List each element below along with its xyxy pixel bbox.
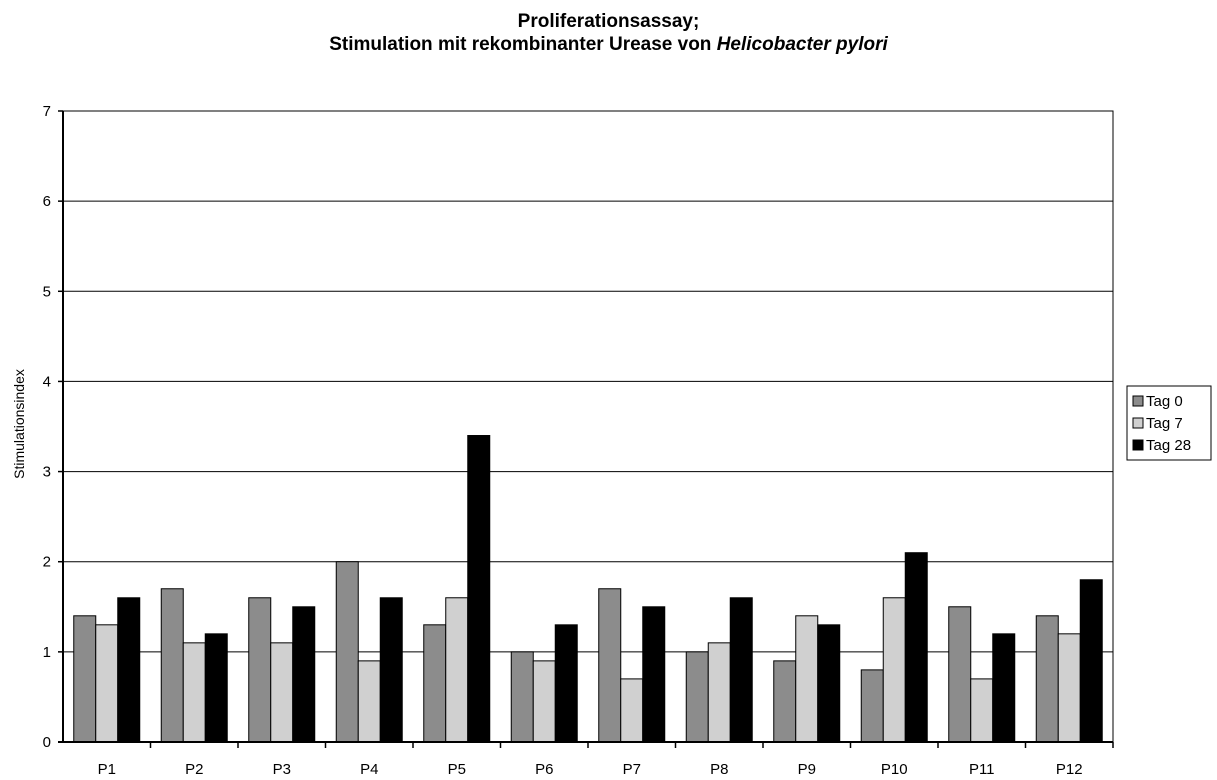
bar-p9-series-2 — [795, 615, 819, 743]
y-axis-label: Stimulationsindex — [11, 369, 27, 479]
tick-labels: 0 1 2 3 4 5 6 7 P1 P2 P3 P4 P5 P6 P7 P8 P9 P10 P11 P12 — [43, 103, 1083, 778]
bar-p12-series-1 — [1035, 615, 1059, 743]
bar-p10-series-3 — [904, 552, 928, 743]
bar-p9-series-3 — [817, 624, 841, 743]
bar-p1-series-3 — [117, 597, 141, 743]
legend-entry: Tag 28 — [1146, 437, 1191, 454]
chart-title-line2-prefix: Stimulation mit rekombinanter Urease von — [329, 34, 717, 55]
chart-title-line2-italic: Helicobacter pylori — [716, 34, 888, 55]
y-tick-label: 7 — [43, 103, 51, 120]
bar-p6-series-1 — [510, 651, 534, 743]
bar-p8-series-2 — [707, 642, 731, 743]
x-tick-label: P5 — [448, 761, 466, 778]
chart-title-line2: Stimulation mit rekombinanter Urease von… — [0, 33, 1217, 56]
bar-p7-series-3 — [642, 606, 666, 743]
bar-p12-series-3 — [1079, 579, 1103, 743]
legend-swatch — [1132, 395, 1144, 407]
x-tick-label: P11 — [969, 761, 995, 778]
x-tick-label: P7 — [623, 761, 641, 778]
bar-p7-series-2 — [620, 678, 644, 743]
y-tick-label: 0 — [43, 734, 51, 751]
y-tick-label: 4 — [43, 373, 51, 390]
bar-p3-series-2 — [270, 642, 294, 743]
legend-swatch — [1132, 439, 1144, 451]
bar-p12-series-2 — [1057, 633, 1081, 743]
x-tick-label: P4 — [360, 761, 378, 778]
bar-p4-series-2 — [357, 660, 381, 743]
x-tick-label: P3 — [273, 761, 291, 778]
bar-p11-series-2 — [970, 678, 994, 743]
bar-p2-series-2 — [182, 642, 206, 743]
legend-entry: Tag 7 — [1146, 415, 1183, 432]
legend-entry: Tag 0 — [1146, 393, 1183, 410]
bar-p5-series-2 — [445, 597, 469, 743]
axes — [58, 110, 1114, 748]
bar-p1-series-1 — [73, 615, 97, 743]
y-tick-label: 2 — [43, 554, 51, 571]
y-tick-label: 5 — [43, 283, 51, 300]
bar-p6-series-3 — [554, 624, 578, 743]
bar-p11-series-3 — [992, 633, 1016, 743]
y-tick-label: 1 — [43, 644, 51, 661]
x-tick-label: P6 — [535, 761, 553, 778]
bar-p10-series-1 — [860, 669, 884, 743]
bar-p8-series-3 — [729, 597, 753, 743]
bar-p5-series-1 — [423, 624, 447, 743]
bar-p3-series-1 — [248, 597, 272, 743]
bar-p8-series-1 — [685, 651, 709, 743]
x-tick-label: P10 — [881, 761, 908, 778]
x-tick-label: P8 — [710, 761, 728, 778]
bar-p2-series-3 — [204, 633, 228, 743]
legend-swatch — [1132, 417, 1144, 429]
bar-p3-series-3 — [292, 606, 316, 743]
chart-title-line1: Proliferationsassay; — [517, 11, 700, 32]
legend: Tag 0 Tag 7 Tag 28 — [1126, 385, 1212, 461]
chart-title: Proliferationsassay; Stimulation mit rek… — [0, 10, 1217, 56]
x-tick-label: P2 — [185, 761, 203, 778]
bar-p6-series-2 — [532, 660, 556, 743]
x-tick-label: P12 — [1056, 761, 1083, 778]
bar-p4-series-1 — [335, 561, 359, 743]
x-tick-label: P1 — [98, 761, 116, 778]
bar-p5-series-3 — [467, 435, 491, 743]
bar-p1-series-2 — [95, 624, 119, 743]
bar-p11-series-1 — [948, 606, 972, 743]
bar-p2-series-1 — [160, 588, 184, 743]
bar-p9-series-1 — [773, 660, 797, 743]
bar-p10-series-2 — [882, 597, 906, 743]
bar-p4-series-3 — [379, 597, 403, 743]
y-tick-label: 6 — [43, 193, 51, 210]
x-tick-label: P9 — [798, 761, 816, 778]
y-tick-label: 3 — [43, 464, 51, 481]
bar-p7-series-1 — [598, 588, 622, 743]
bars-group — [73, 435, 1103, 743]
